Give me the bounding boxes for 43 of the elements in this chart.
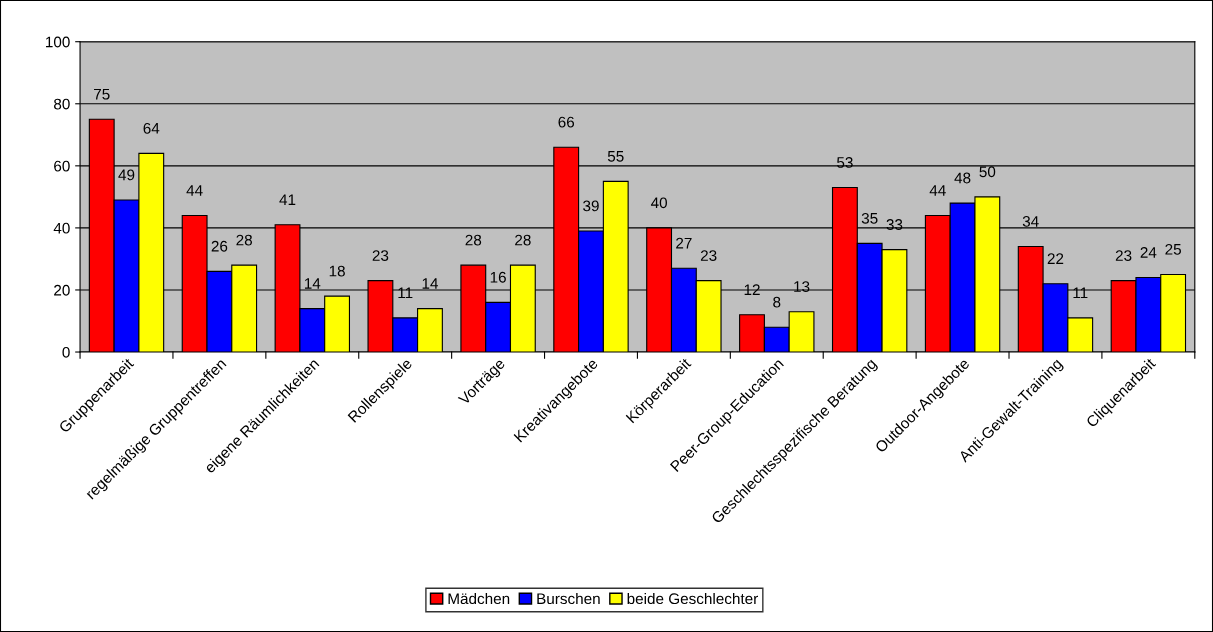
y-tick-label: 80 [54,98,70,110]
data-label: 11 [1073,287,1088,299]
y-tick-label: 100 [46,36,70,48]
data-label: 28 [236,234,253,246]
data-label: 40 [650,197,668,209]
data-label: 25 [1165,243,1181,255]
data-label: 64 [143,122,160,134]
data-label: 11 [398,287,413,299]
data-label: 13 [794,281,810,292]
data-label: 16 [490,271,506,283]
data-label: 48 [954,172,971,184]
data-label: 14 [422,278,439,289]
data-label: 22 [1047,253,1064,264]
data-label: 44 [929,185,946,196]
data-label: 41 [279,194,296,205]
data-label: 27 [676,237,692,249]
data-label: 66 [558,116,575,128]
data-label: 49 [118,169,135,181]
y-tick-label: 60 [54,160,70,172]
data-label: 34 [1022,216,1039,227]
data-label: 12 [744,284,760,295]
data-label: 28 [515,234,531,246]
legend-label: beide Geschlechter [627,592,759,605]
data-label: 75 [94,88,110,100]
data-label: 8 [773,296,781,308]
data-label: 23 [372,250,389,261]
data-label: 24 [1140,247,1157,258]
data-label: 44 [186,185,203,196]
data-label: 50 [979,166,996,178]
y-tick-label: 40 [53,222,70,234]
data-label: 28 [465,234,482,246]
data-label: 35 [861,212,878,224]
legend-label: Mädchen [448,592,510,605]
y-tick-label: 20 [54,284,70,296]
legend-label: Burschen [537,592,600,605]
y-tick-label: 0 [62,346,70,358]
data-label: 39 [583,200,599,212]
data-label: 23 [1115,250,1132,261]
data-label: 55 [607,151,624,162]
data-label: 18 [329,265,345,277]
data-label: 23 [700,250,717,261]
data-label: 26 [211,240,228,252]
data-label: 14 [304,278,321,289]
